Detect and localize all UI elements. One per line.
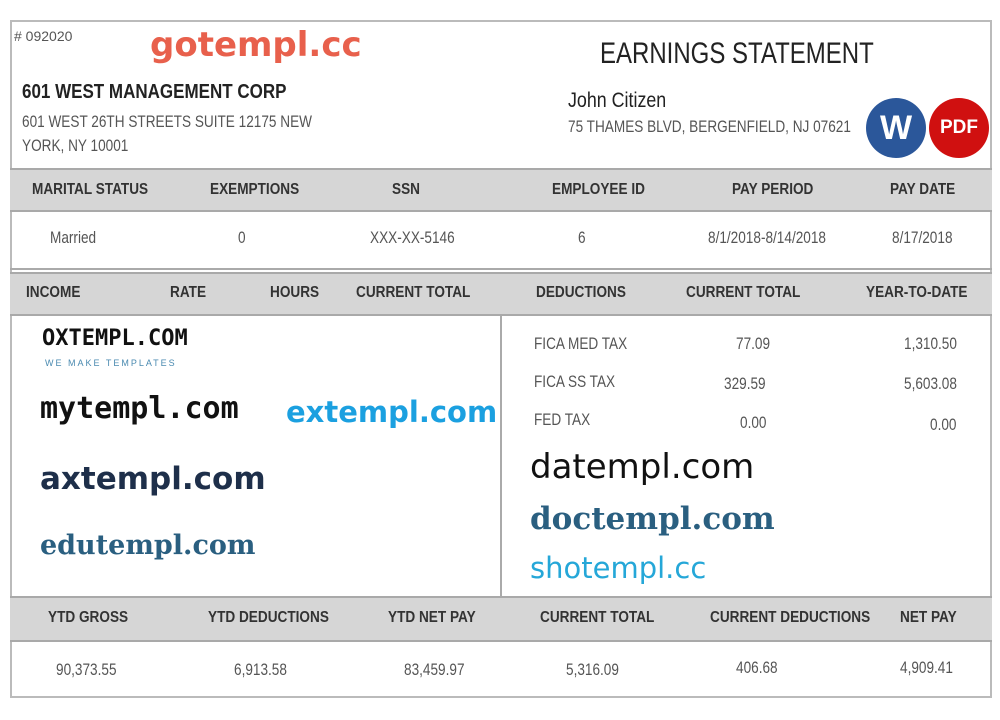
watermark-oxtempl-tagline: WE MAKE TEMPLATES bbox=[45, 358, 177, 368]
employee-name: John Citizen bbox=[568, 89, 667, 112]
deduction-fed-tax-ytd: 0.00 bbox=[930, 415, 957, 434]
ytd-net-pay-value: 83,459.97 bbox=[404, 660, 465, 679]
exemptions-value: 0 bbox=[238, 228, 246, 247]
employer-address-line1: 601 WEST 26TH STREETS SUITE 12175 NEW bbox=[22, 112, 312, 131]
deduction-fica-ss-current: 329.59 bbox=[724, 374, 766, 393]
document-title: EARNINGS STATEMENT bbox=[600, 37, 874, 70]
current-deductions-value: 406.68 bbox=[736, 658, 778, 677]
header-rate: RATE bbox=[170, 284, 207, 301]
net-pay-value: 4,909.41 bbox=[900, 658, 953, 677]
employer-name: 601 WEST MANAGEMENT CORP bbox=[22, 81, 287, 103]
employee-id-value: 6 bbox=[578, 228, 586, 247]
earnings-header-band bbox=[10, 272, 992, 316]
word-format-icon[interactable]: W bbox=[866, 98, 926, 158]
header-pay-period: PAY PERIOD bbox=[732, 181, 814, 198]
deduction-fica-ss-ytd: 5,603.08 bbox=[904, 374, 957, 393]
deduction-fica-med-ytd: 1,310.50 bbox=[904, 334, 957, 353]
employer-address-line2: YORK, NY 10001 bbox=[22, 136, 129, 155]
column-divider bbox=[500, 316, 502, 596]
ssn-value: XXX-XX-5146 bbox=[370, 228, 455, 247]
header-ssn: SSN bbox=[392, 181, 420, 198]
pay-date-value: 8/17/2018 bbox=[892, 228, 953, 247]
header-year-to-date: YEAR-TO-DATE bbox=[866, 284, 968, 301]
header-employee-id: EMPLOYEE ID bbox=[552, 181, 645, 198]
watermark-extempl: extempl.com bbox=[286, 395, 498, 429]
header-deductions-current-total: CURRENT TOTAL bbox=[686, 284, 801, 301]
pdf-format-icon[interactable]: PDF bbox=[929, 98, 989, 158]
header-summary-current-total: CURRENT TOTAL bbox=[540, 609, 655, 626]
header-hours: HOURS bbox=[270, 284, 320, 301]
header-net-pay: NET PAY bbox=[900, 609, 957, 626]
employee-address: 75 THAMES BLVD, BERGENFIELD, NJ 07621 bbox=[568, 117, 851, 136]
deduction-fed-tax-current: 0.00 bbox=[740, 413, 767, 432]
header-earnings-current-total: CURRENT TOTAL bbox=[356, 284, 471, 301]
divider bbox=[10, 268, 992, 270]
watermark-datempl: datempl.com bbox=[530, 447, 755, 487]
header-ytd-net-pay: YTD NET PAY bbox=[388, 609, 476, 626]
watermark-shotempl: shotempl.cc bbox=[530, 551, 707, 585]
header-deductions: DEDUCTIONS bbox=[536, 284, 626, 301]
header-marital-status: MARITAL STATUS bbox=[32, 181, 149, 198]
header-current-deductions: CURRENT DEDUCTIONS bbox=[710, 609, 871, 626]
watermark-edutempl: edutempl.com bbox=[40, 530, 256, 561]
header-ytd-deductions: YTD DEDUCTIONS bbox=[208, 609, 329, 626]
summary-header-band bbox=[10, 596, 992, 642]
statement-frame bbox=[10, 20, 992, 698]
ytd-deductions-value: 6,913.58 bbox=[234, 660, 287, 679]
info-header-band bbox=[10, 168, 992, 212]
watermark-mytempl: mytempl.com bbox=[40, 391, 239, 426]
watermark-oxtempl: OXTEMPL.COM bbox=[42, 326, 188, 351]
marital-status-value: Married bbox=[50, 228, 97, 247]
deduction-fica-med-label: FICA MED TAX bbox=[534, 334, 628, 353]
deduction-fica-ss-label: FICA SS TAX bbox=[534, 372, 616, 391]
watermark-axtempl: axtempl.com bbox=[40, 461, 266, 497]
ytd-gross-value: 90,373.55 bbox=[56, 660, 117, 679]
deduction-fica-med-current: 77.09 bbox=[736, 334, 771, 353]
watermark-gotempl: gotempl.cc bbox=[150, 25, 362, 65]
current-total-value: 5,316.09 bbox=[566, 660, 619, 679]
header-exemptions: EXEMPTIONS bbox=[210, 181, 300, 198]
statement-number: # 092020 bbox=[14, 28, 73, 44]
header-ytd-gross: YTD GROSS bbox=[48, 609, 129, 626]
header-pay-date: PAY DATE bbox=[890, 181, 956, 198]
deduction-fed-tax-label: FED TAX bbox=[534, 410, 591, 429]
pay-period-value: 8/1/2018-8/14/2018 bbox=[708, 228, 826, 247]
watermark-doctempl: doctempl.com bbox=[530, 501, 775, 537]
header-income: INCOME bbox=[26, 284, 81, 301]
